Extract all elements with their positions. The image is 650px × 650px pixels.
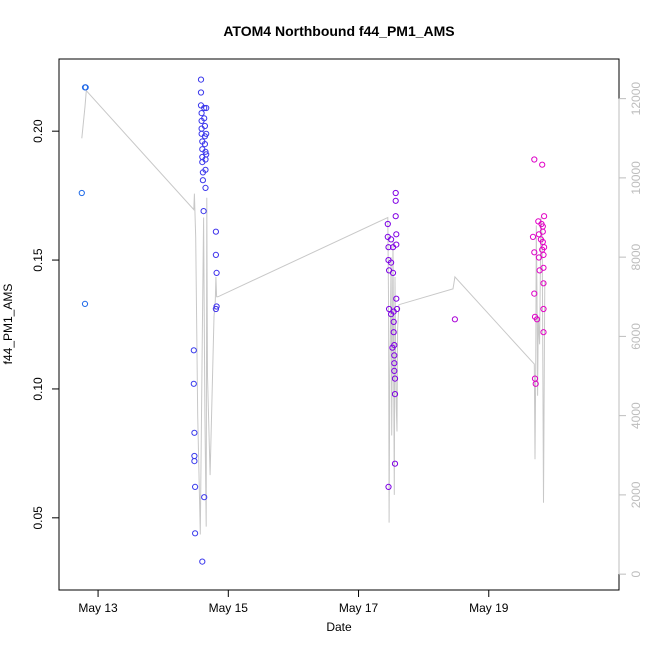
data-point [202, 166, 209, 173]
data-point [197, 76, 205, 83]
data-point [451, 316, 458, 323]
data-point [391, 360, 398, 367]
data-point [391, 391, 399, 398]
data-point [529, 233, 537, 240]
data-point [540, 329, 547, 336]
points-layer [78, 76, 548, 565]
data-point [388, 236, 395, 243]
y-tick-label: 0.10 [31, 377, 45, 401]
data-point [392, 189, 399, 197]
data-point [212, 251, 219, 258]
y2-tick-label: 8000 [629, 243, 643, 270]
data-point [392, 197, 399, 204]
data-point [392, 213, 399, 220]
data-point [190, 347, 197, 354]
y2-tick-label: 10000 [629, 161, 643, 195]
chart-title: ATOM4 Northbound f44_PM1_AMS [223, 23, 454, 39]
y-tick-label: 0.15 [31, 248, 45, 272]
data-point [385, 244, 392, 251]
data-point [212, 305, 219, 313]
data-point [393, 295, 400, 302]
data-point [531, 156, 538, 163]
data-point [202, 148, 209, 155]
data-point [391, 460, 399, 467]
x-tick-label: May 15 [209, 601, 249, 615]
data-point [390, 318, 397, 325]
data-point [197, 89, 205, 96]
y2-tick-label: 6000 [629, 323, 643, 350]
data-point [385, 483, 392, 490]
data-point [201, 122, 208, 130]
data-point [213, 269, 220, 276]
data-point [199, 558, 206, 565]
data-point [192, 530, 199, 537]
data-point [540, 305, 547, 313]
data-point [213, 303, 220, 310]
data-point [531, 290, 538, 297]
data-point [389, 269, 397, 276]
data-point [393, 305, 401, 313]
x-tick-label: May 13 [78, 601, 118, 615]
y-axis-label: f44_PM1_AMS [1, 284, 15, 365]
plot-frame [58, 58, 620, 591]
data-point [541, 213, 548, 220]
data-point [393, 241, 400, 248]
data-point [391, 342, 398, 349]
data-point [539, 161, 546, 168]
data-point [201, 494, 208, 501]
data-point [191, 452, 198, 460]
x-tick-label: May 19 [469, 601, 509, 615]
data-point [393, 231, 400, 238]
y-tick-label: 0.05 [31, 506, 45, 530]
x-axis-label: Date [326, 620, 352, 634]
data-point [192, 483, 199, 490]
secondary-line-layer [81, 89, 546, 535]
data-point [191, 458, 198, 465]
data-point [200, 208, 207, 215]
data-point [386, 305, 393, 313]
data-point [391, 375, 399, 382]
data-point [391, 352, 398, 359]
data-point [540, 280, 547, 287]
data-point [539, 228, 546, 235]
y2-tick-label: 2000 [629, 481, 643, 508]
data-point [384, 220, 391, 228]
data-point [202, 184, 209, 191]
data-point [388, 259, 395, 266]
data-point [190, 380, 197, 387]
data-point [531, 375, 539, 382]
data-point [540, 251, 547, 258]
axes-layer: May 13 May 15 May 17 May 19 0.05 0.10 0.15 0.20… [31, 82, 643, 615]
data-point [391, 367, 398, 374]
data-point [81, 300, 89, 307]
y2-tick-label: 12000 [629, 82, 643, 116]
data-point [531, 249, 538, 256]
y2-tick-label: 4000 [629, 402, 643, 429]
data-point [540, 264, 547, 271]
data-point [82, 84, 89, 91]
data-point [212, 228, 219, 235]
count-line [81, 89, 546, 535]
data-point [541, 244, 548, 251]
data-point [191, 429, 198, 436]
data-point [201, 104, 208, 112]
data-point [390, 329, 397, 336]
data-point [203, 151, 210, 158]
y2-tick-label: 0 [629, 570, 643, 577]
data-point [78, 189, 85, 197]
data-point [198, 110, 205, 117]
data-point [203, 104, 210, 112]
data-point [201, 141, 208, 148]
data-point [201, 115, 208, 122]
x-tick-label: May 17 [339, 601, 379, 615]
data-point [203, 130, 210, 137]
y-tick-label: 0.20 [31, 119, 45, 143]
data-point [532, 380, 539, 387]
data-point [533, 316, 541, 323]
data-point [535, 254, 543, 261]
data-point [199, 177, 206, 184]
